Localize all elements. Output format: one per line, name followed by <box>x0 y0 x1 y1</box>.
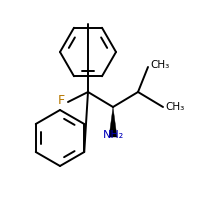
Text: CH₃: CH₃ <box>165 102 184 112</box>
Text: F: F <box>58 95 65 108</box>
Text: CH₃: CH₃ <box>150 60 169 70</box>
Polygon shape <box>109 107 117 137</box>
Text: NH₂: NH₂ <box>102 130 124 140</box>
